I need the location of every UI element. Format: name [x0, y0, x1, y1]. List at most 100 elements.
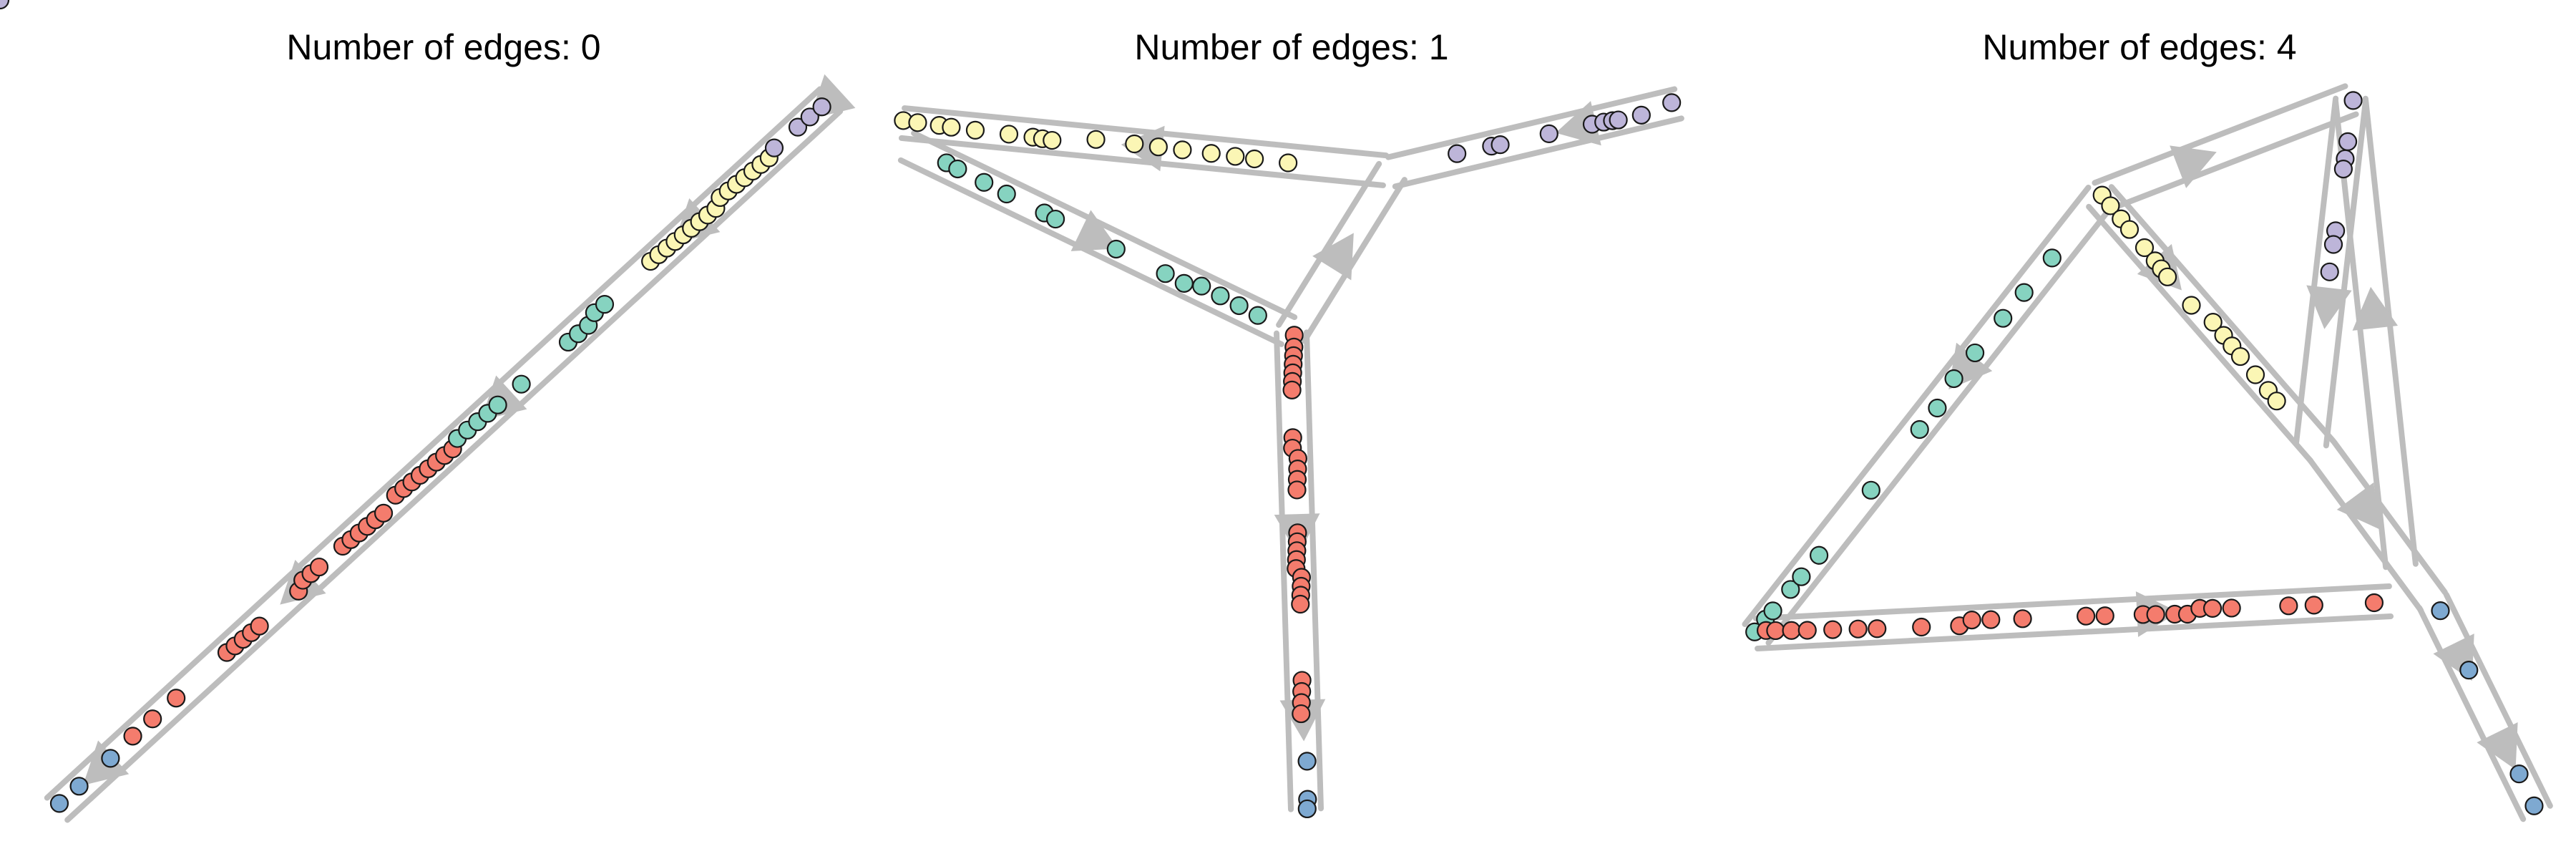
p4-purple-cell-6: [2320, 262, 2339, 281]
p1-teal-cell-12: [1248, 306, 1267, 325]
p1-yellow-cell-15: [1245, 149, 1264, 169]
p4-red-cell-21: [2279, 596, 2298, 616]
p0-purple-cell-2: [800, 107, 819, 127]
p4-arrow-ibr: [2336, 482, 2380, 530]
p4-bottom-edge-rail-1: [1752, 583, 2392, 622]
p4-purple-cell-0: [2343, 91, 2363, 110]
p4-arrow-top: [2170, 145, 2217, 188]
p1-mid-branch-rail-0: [1276, 160, 1382, 328]
p4-arrow-right: [2352, 286, 2399, 331]
p4-red-cell-2: [1782, 621, 1801, 640]
p4-teal-cell-11: [1994, 309, 2013, 328]
p1-purple-cell-7: [1609, 110, 1628, 130]
panel-title-4: Number of edges: 4: [1982, 27, 2296, 67]
p1-upper-branch-rail-1: [902, 105, 1390, 159]
p1-upper-branch-rail-0: [898, 135, 1386, 188]
p4-purple-cell-5: [2323, 235, 2343, 254]
p0-purple-cell-0: [764, 138, 784, 157]
p4-teal-cell-8: [1928, 398, 1947, 418]
p1-right-branch-rail-1: [1385, 86, 1678, 160]
p1-yellow-cell-4: [965, 120, 985, 140]
p1-arrow-right: [1555, 101, 1601, 146]
p1-arrow-mid: [1312, 233, 1354, 281]
p4-yellow-cell-7: [2157, 267, 2177, 286]
p4-top-edge-rail-0: [2102, 111, 2359, 214]
p4-teal-cell-12: [2014, 283, 2034, 302]
p4-red-cell-7: [1912, 617, 1931, 637]
p1-blue-cell-0: [1297, 752, 1317, 771]
p1-yellow-cell-3: [942, 117, 961, 137]
p1-blue-cell-2: [1297, 799, 1317, 819]
p4-blue-cell-1: [2459, 661, 2479, 680]
p1-purple-j-cell-0: [0, 0, 10, 10]
p4-red-cell-4: [1823, 620, 1843, 639]
p1-yellow-cell-14: [1226, 147, 1245, 166]
p0-teal-cell-5: [512, 374, 531, 394]
p1-yellow-cell-13: [1201, 144, 1221, 163]
p1-yellow-cell-5: [999, 125, 1019, 144]
p4-red-cell-9: [1962, 611, 1981, 630]
p1-arrow-upper: [1121, 125, 1165, 172]
p4-yellow-cell-9: [2203, 313, 2223, 332]
p4-red-cell-19: [2202, 598, 2223, 618]
p4-blue-cell-2: [2509, 765, 2529, 784]
p0-red-cell-17: [374, 503, 394, 523]
p0-red-cell-1: [143, 709, 162, 729]
p4-red-cell-1: [1766, 621, 1785, 641]
p4-top-edge-rail-1: [2092, 83, 2348, 186]
p1-red-cell-25: [1292, 704, 1311, 724]
p1-purple-cell-2: [1491, 135, 1510, 155]
p1-down-branch-rail-0: [1274, 330, 1294, 812]
p0-edge-rail-0: [64, 108, 844, 823]
p1-teal-cell-7: [1156, 264, 1175, 283]
p4-arrow-tail-1: [2477, 722, 2518, 770]
p4-purple-cell-1: [2338, 132, 2358, 152]
p1-purple-cell-9: [1662, 93, 1682, 112]
p0-edge-rail-1: [44, 86, 823, 801]
p4-red-cell-23: [2364, 593, 2384, 613]
p1-purple-cell-8: [1631, 105, 1651, 125]
p4-yellow-cell-13: [2245, 365, 2265, 384]
p4-teal-cell-7: [1910, 419, 1929, 440]
p1-yellow-cell-9: [1086, 130, 1106, 149]
p4-inner-to-br-rail-0: [2307, 457, 2424, 613]
p1-yellow-cell-12: [1173, 140, 1192, 160]
p1-teal-cell-11: [1229, 296, 1249, 316]
p4-red-cell-3: [1797, 621, 1817, 640]
p0-blue-cell-1: [69, 777, 89, 796]
p4-diag-edge-rail-1: [2108, 184, 2336, 445]
p4-inner-to-br-rail-1: [2331, 439, 2448, 596]
p1-red-cell-21: [1291, 594, 1310, 614]
p4-teal-cell-2: [1763, 601, 1782, 621]
p4-red-cell-15: [2146, 605, 2165, 624]
p4-blue-cell-0: [2431, 601, 2450, 621]
p4-teal-cell-5: [1810, 545, 1829, 565]
p1-teal-cell-2: [975, 173, 994, 192]
p4-tail-edge-rail-1: [2443, 591, 2553, 809]
p1-purple-cell-0: [1448, 144, 1467, 163]
p4-right-edge-rail-0: [2333, 99, 2389, 571]
p4-inner-vertical-rail-0: [2293, 95, 2339, 445]
p1-lower-branch-rail-1: [911, 130, 1298, 321]
p1-teal-cell-10: [1211, 286, 1230, 306]
p0-teal-cell-10: [595, 295, 615, 314]
p4-teal-cell-13: [2042, 248, 2062, 268]
p0-blue-cell-2: [101, 749, 120, 768]
p4-arrow-inner: [2306, 285, 2352, 329]
p1-arrow-lower: [1070, 210, 1118, 251]
p4-yellow-cell-15: [2267, 392, 2286, 411]
p4-red-cell-10: [1981, 610, 2001, 629]
p1-teal-cell-8: [1174, 273, 1194, 293]
p4-teal-cell-10: [1965, 343, 1985, 363]
p1-purple-cell-3: [1539, 124, 1558, 143]
p4-yellow-cell-12: [2230, 346, 2250, 367]
p1-teal-cell-6: [1106, 239, 1126, 259]
p1-red-cell-6: [1282, 380, 1302, 399]
p1-mid-branch-rail-1: [1301, 177, 1407, 344]
p1-yellow-cell-1: [908, 113, 927, 132]
p4-teal-cell-9: [1944, 369, 1963, 389]
p1-teal-cell-3: [997, 184, 1016, 204]
p4-left-edge-rail-1: [1742, 185, 2092, 628]
panel-title-1: Number of edges: 1: [1134, 27, 1448, 67]
